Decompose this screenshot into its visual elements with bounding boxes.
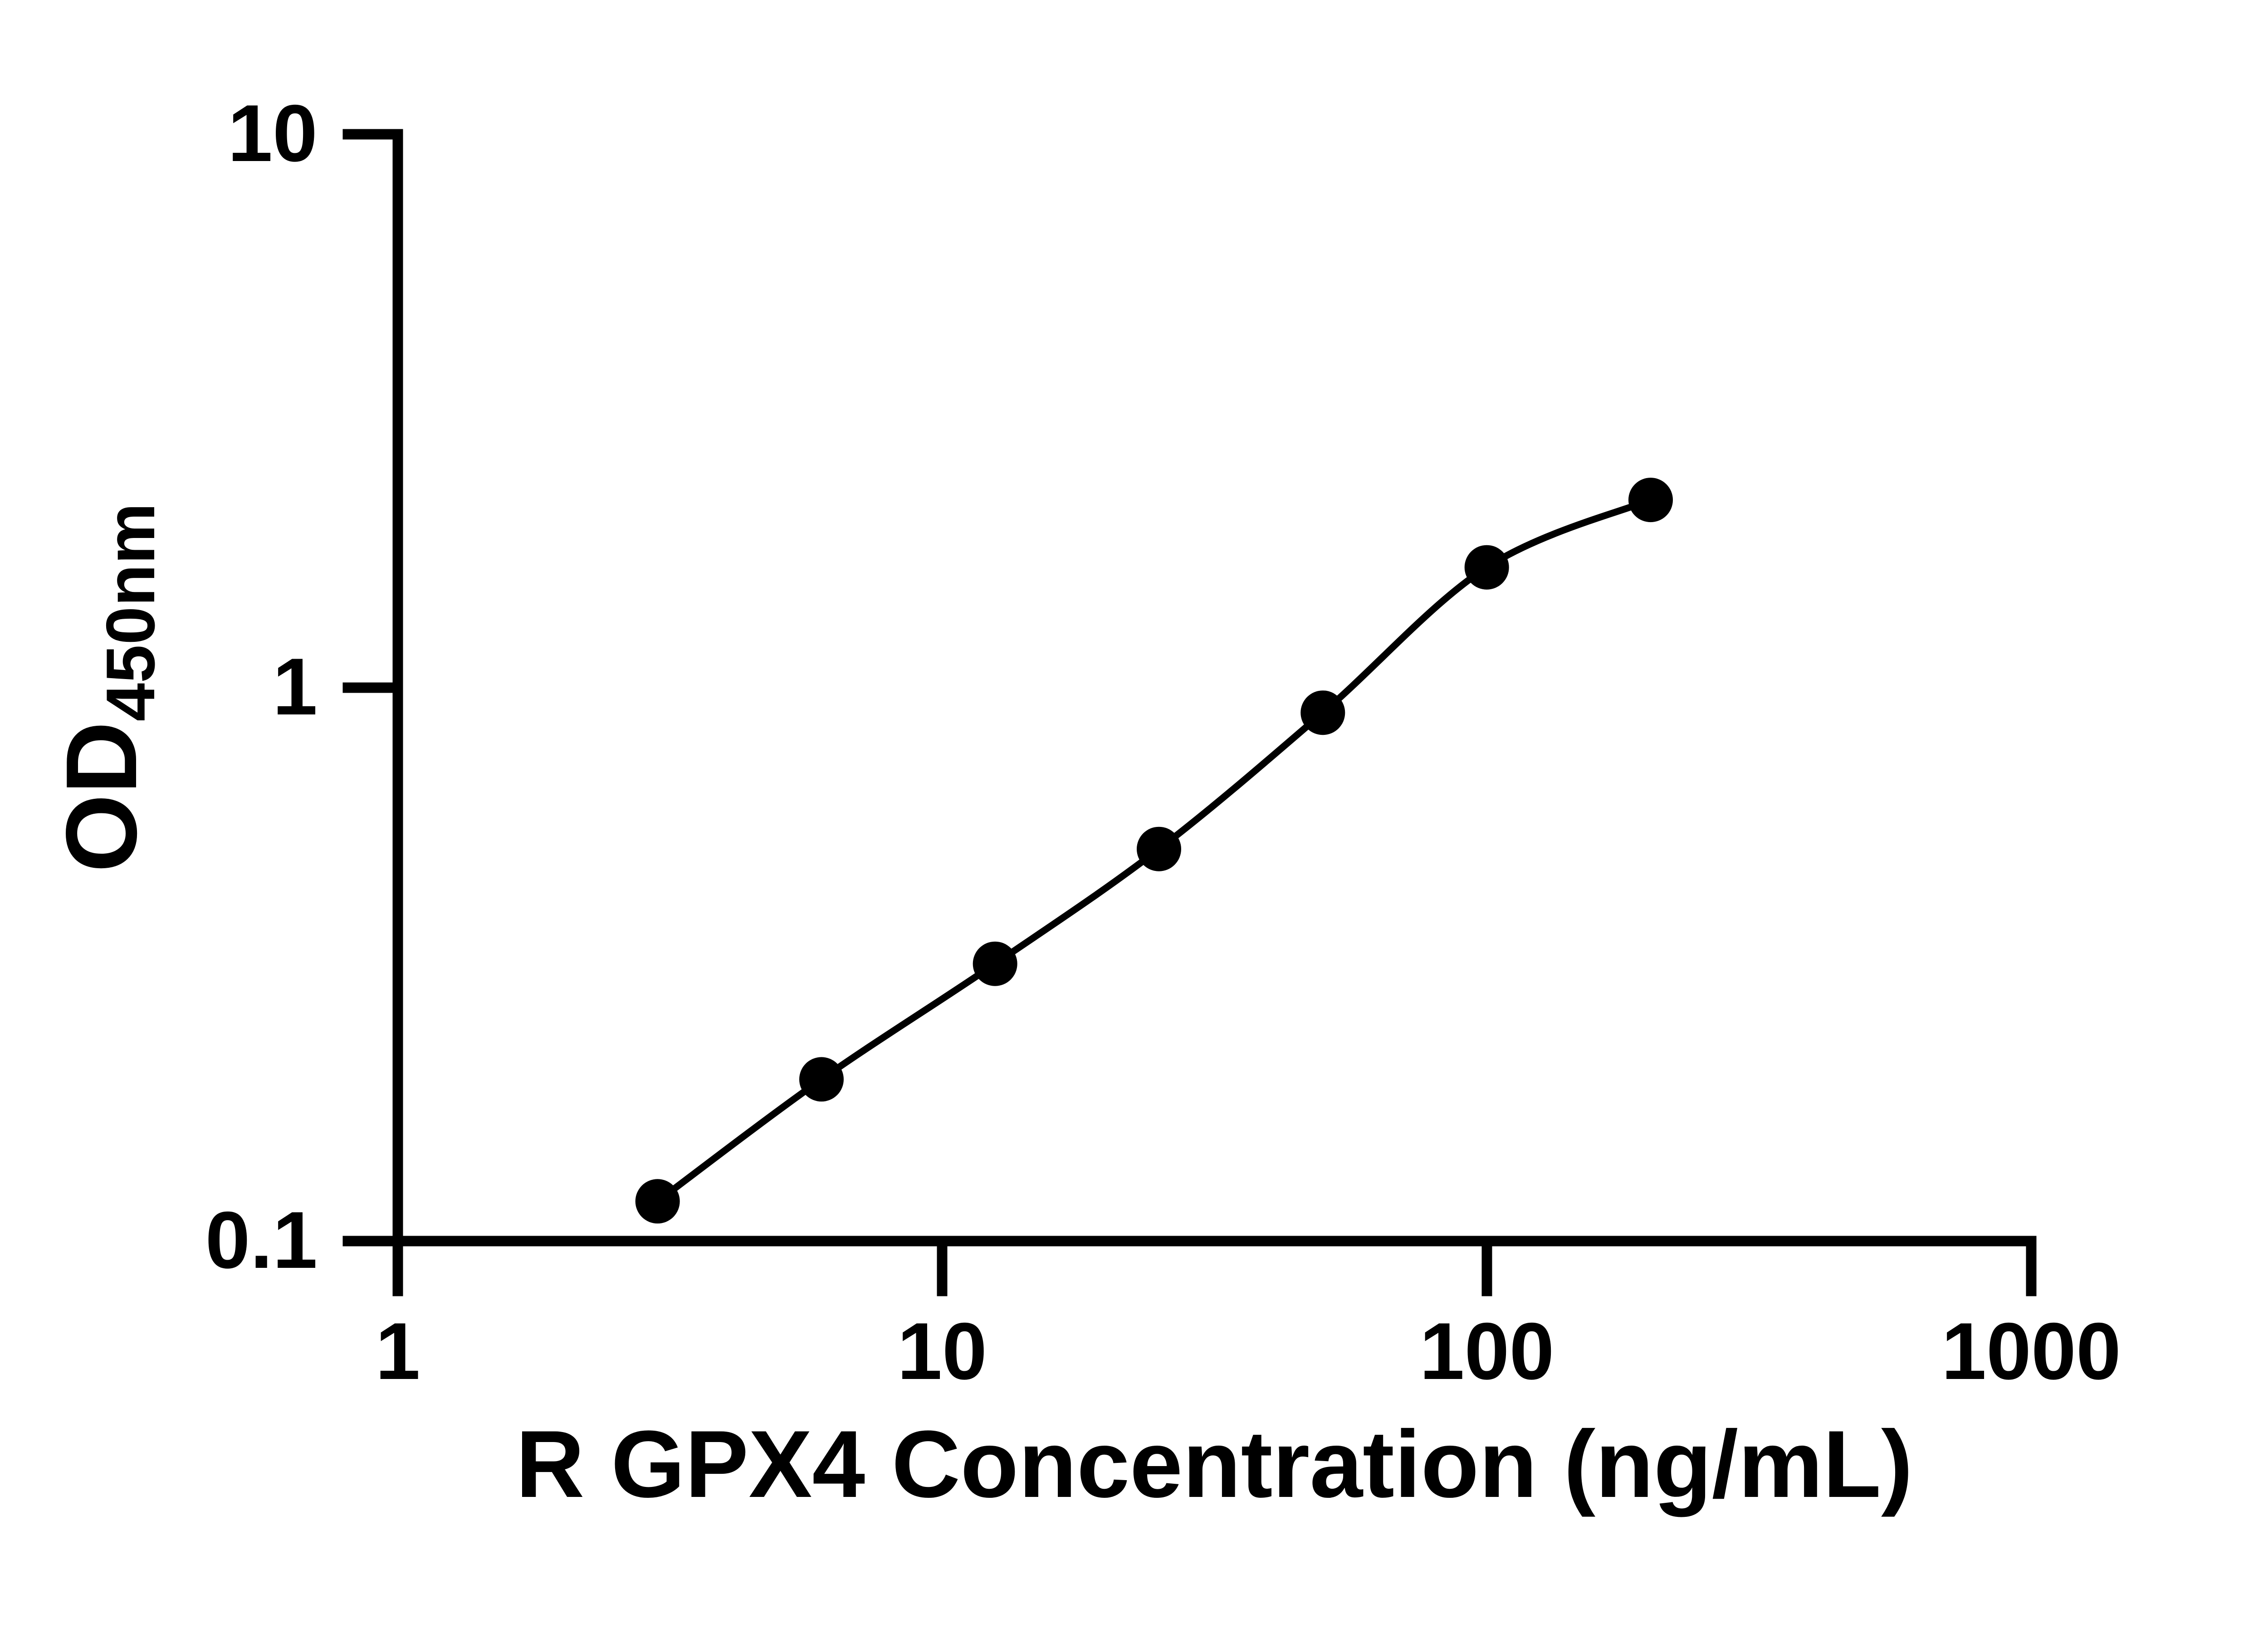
- svg-text:1: 1: [273, 641, 318, 732]
- svg-text:OD450nm: OD450nm: [45, 503, 169, 873]
- svg-text:10: 10: [228, 88, 318, 178]
- svg-text:0.1: 0.1: [205, 1195, 318, 1285]
- svg-text:10: 10: [897, 1306, 987, 1396]
- svg-text:1: 1: [376, 1306, 420, 1396]
- svg-text:1000: 1000: [1941, 1306, 2121, 1396]
- svg-text:R GPX4 Concentration (ng/mL): R GPX4 Concentration (ng/mL): [516, 1411, 1913, 1517]
- svg-text:100: 100: [1420, 1306, 1554, 1396]
